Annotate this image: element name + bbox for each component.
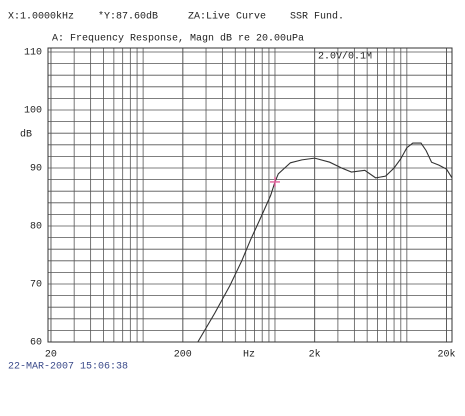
mode-label: SSR Fund. bbox=[290, 11, 344, 23]
timestamp: 22-MAR-2007 15:06:38 bbox=[8, 362, 128, 373]
y-tick-label: 70 bbox=[30, 280, 42, 291]
cursor-marker bbox=[269, 176, 280, 187]
x-tick-label: 2k bbox=[309, 349, 321, 361]
y-tick-label: 100 bbox=[24, 106, 42, 117]
x-axis-label: Hz bbox=[243, 350, 255, 361]
y-axis-label: dB bbox=[20, 129, 32, 141]
chart-title: A: Frequency Response, Magn dB re 20.00u… bbox=[52, 33, 304, 45]
plot-frame bbox=[47, 47, 453, 343]
curve bbox=[197, 142, 453, 343]
x-tick-label: 200 bbox=[174, 350, 192, 361]
y-tick-label: 60 bbox=[30, 338, 42, 349]
cursor-x: X:1.0000kHz bbox=[8, 11, 74, 23]
cursor-y: *Y:87.60dB bbox=[98, 11, 158, 23]
annotation: 2.0V/0.1M bbox=[318, 51, 372, 63]
x-tick-label: 20k bbox=[438, 349, 456, 361]
x-tick-label: 20 bbox=[45, 350, 57, 361]
y-tick-label: 80 bbox=[30, 222, 42, 233]
curve-label: ZA:Live Curve bbox=[188, 11, 266, 23]
y-tick-label: 90 bbox=[30, 164, 42, 175]
y-tick-label: 110 bbox=[24, 48, 42, 59]
